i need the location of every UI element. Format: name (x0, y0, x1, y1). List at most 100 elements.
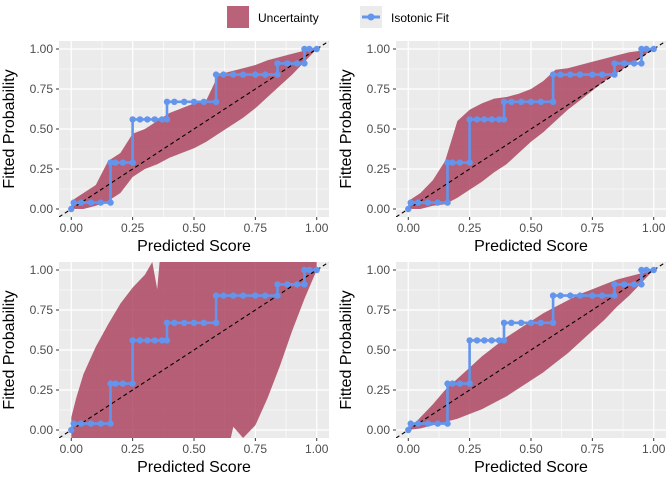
isotonic-fit-point (414, 420, 422, 427)
isotonic-fit-point (190, 319, 198, 326)
isotonic-fit-point (129, 159, 136, 166)
isotonic-fit-point (252, 71, 259, 78)
x-tick-label: 0.50 (182, 221, 206, 235)
x-tick-label: 1.00 (642, 442, 666, 456)
isotonic-fit-point (598, 71, 606, 78)
isotonic-fit-point (163, 337, 171, 344)
isotonic-fit-point (87, 420, 95, 427)
isotonic-fit-point (119, 159, 127, 166)
isotonic-fit-point (473, 116, 481, 123)
isotonic-fit-point (589, 71, 596, 78)
isotonic-fit-point (107, 159, 114, 166)
isotonic-fit-point (434, 420, 441, 427)
isotonic-fit-point (136, 116, 144, 123)
x-tick-label: 0.75 (581, 221, 605, 235)
diagonal-reference-line (396, 41, 666, 217)
isotonic-fit-point (576, 292, 584, 299)
x-tick-label: 0.00 (60, 221, 84, 235)
isotonic-fit-point (456, 159, 464, 166)
isotonic-fit-point (466, 337, 473, 344)
isotonic-fit-point (293, 60, 301, 67)
isotonic-fit-point (495, 116, 503, 123)
legend: Uncertainty Isotonic Fit (227, 6, 450, 28)
y-axis-title: Fitted Probability (338, 290, 355, 409)
isotonic-fit-point (190, 98, 198, 106)
isotonic-fit-point (549, 292, 557, 299)
isotonic-fit-point (527, 98, 535, 106)
x-axis-title: Predicted Score (137, 238, 251, 255)
y-tick-label: 0.50 (367, 122, 391, 136)
x-axis-title: Predicted Score (474, 459, 588, 476)
y-tick-label: 0.75 (367, 82, 391, 96)
isotonic-fit-point (239, 71, 247, 78)
diagonal-reference-line (59, 41, 329, 217)
isotonic-fit-point (449, 159, 456, 166)
isotonic-fit-point (557, 71, 564, 78)
isotonic-fit-point (163, 116, 171, 123)
y-tick-label: 0.00 (30, 423, 54, 437)
isotonic-fit-point (158, 337, 166, 344)
isotonic-fit-point (517, 98, 525, 106)
isotonic-fit-point (537, 98, 545, 106)
isotonic-fit-point (537, 319, 545, 326)
x-tick-label: 1.00 (642, 221, 666, 235)
legend-key-isotonic-point (367, 13, 375, 21)
y-tick-label: 1.00 (367, 42, 391, 56)
isotonic-fit-point (107, 199, 114, 206)
isotonic-fit-point (70, 420, 77, 427)
y-tick-label: 0.25 (30, 162, 54, 176)
x-tick-label: 1.00 (305, 221, 329, 235)
isotonic-fit-point (274, 71, 281, 78)
isotonic-fit-point (549, 71, 557, 78)
isotonic-fit-point (508, 319, 515, 326)
isotonic-fit-point (500, 319, 508, 326)
isotonic-fit-point (97, 199, 104, 206)
isotonic-fit-point (293, 281, 301, 288)
x-tick-label: 0.25 (458, 442, 482, 456)
isotonic-fit-point (136, 337, 144, 344)
isotonic-fit-point (424, 199, 432, 206)
y-tick-label: 0.75 (30, 82, 54, 96)
diagonal-reference-line (59, 262, 329, 438)
x-tick-label: 0.00 (397, 442, 421, 456)
isotonic-fit-point (638, 45, 645, 53)
isotonic-fit-point (444, 380, 451, 387)
isotonic-fit-point (313, 45, 320, 53)
isotonic-fit-point (230, 292, 237, 299)
isotonic-fit-point (488, 116, 495, 123)
isotonic-fit-point (77, 420, 85, 427)
isotonic-fit-point (200, 319, 208, 326)
y-tick-label: 0.50 (367, 343, 391, 357)
isotonic-fit-point (230, 71, 237, 78)
isotonic-fit-point (508, 98, 515, 106)
isotonic-fit-point (576, 71, 584, 78)
y-tick-label: 0.25 (367, 383, 391, 397)
isotonic-fit-point (77, 199, 85, 206)
isotonic-fit-point (151, 116, 158, 123)
panel-plot-area (59, 262, 329, 438)
isotonic-fit-point (171, 98, 178, 106)
isotonic-fit-point (589, 292, 596, 299)
isotonic-fit-point (481, 116, 488, 123)
y-tick-label: 1.00 (367, 263, 391, 277)
isotonic-fit-point (171, 319, 178, 326)
y-axis-title: Fitted Probability (338, 69, 355, 188)
panel-2: 0.00 0.00 0.25 0.25 0.50 0.50 0.75 0.75 1.00 1.00… (338, 41, 666, 255)
x-tick-label: 0.25 (458, 221, 482, 235)
isotonic-fit-point (557, 292, 564, 299)
x-tick-label: 0.50 (519, 442, 543, 456)
isotonic-fit-point (549, 319, 557, 326)
isotonic-fit-point (466, 116, 473, 123)
isotonic-fit-point (144, 116, 151, 123)
isotonic-fit-point (306, 266, 313, 274)
isotonic-fit-point (481, 337, 488, 344)
isotonic-fit-point (274, 281, 281, 288)
legend-key-uncertainty (227, 6, 249, 28)
isotonic-fit-point (611, 60, 618, 67)
isotonic-fit-point (444, 159, 451, 166)
isotonic-fit-point (500, 116, 508, 123)
y-tick-label: 0.00 (367, 423, 391, 437)
isotonic-fit-point (621, 60, 628, 67)
y-tick-label: 0.75 (367, 303, 391, 317)
panel-plot-area (396, 262, 666, 438)
